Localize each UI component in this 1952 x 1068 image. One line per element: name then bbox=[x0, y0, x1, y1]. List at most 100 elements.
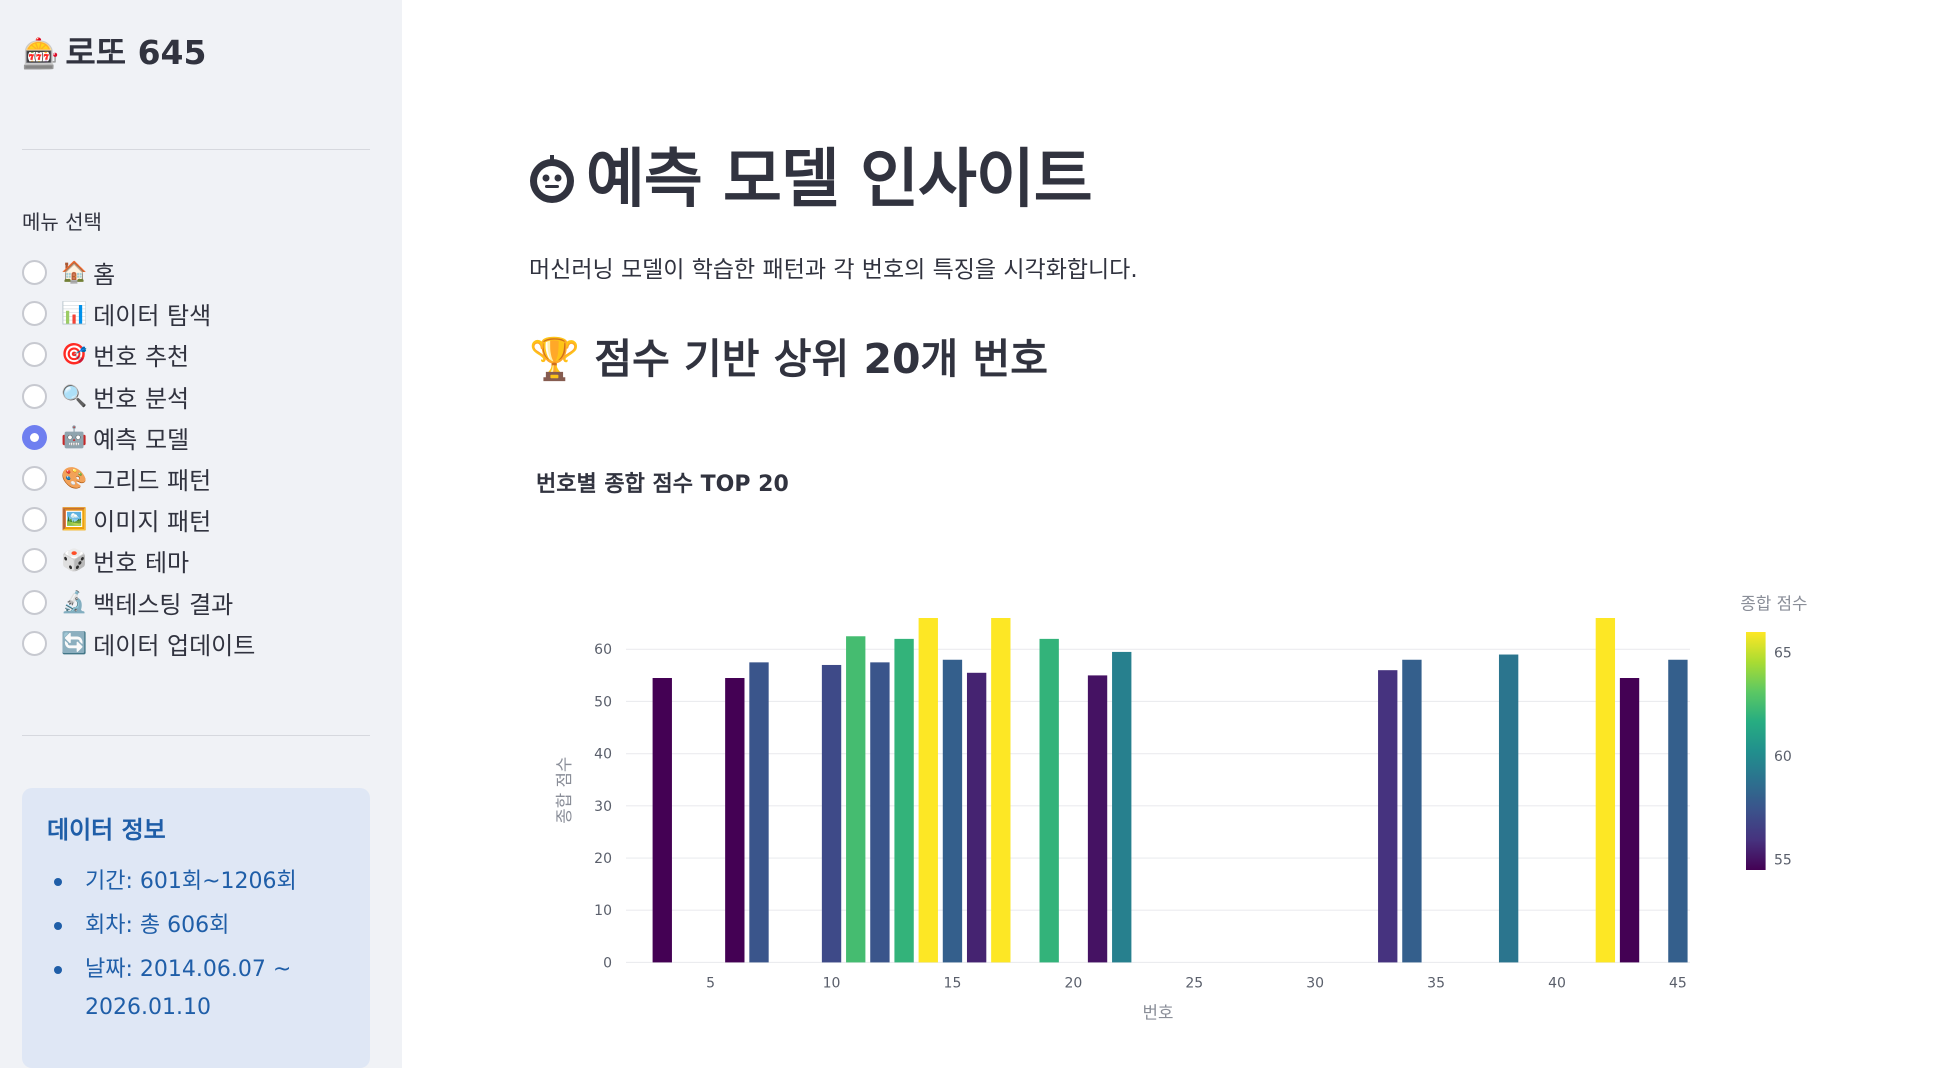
menu-item-icon: 🔄 bbox=[61, 630, 88, 655]
bar bbox=[991, 618, 1011, 963]
data-info-list: 기간: 601회~1206회 회차: 총 606회 날짜: 2014.06.07… bbox=[47, 863, 345, 1027]
menu-item-2[interactable]: 🎯 번호 추천 bbox=[22, 334, 255, 375]
section-title-text: 점수 기반 상위 20개 번호 bbox=[594, 335, 1048, 383]
y-tick-label: 30 bbox=[594, 799, 612, 815]
radio-button[interactable] bbox=[22, 630, 47, 656]
x-tick-label: 20 bbox=[1064, 976, 1082, 992]
radio-button[interactable] bbox=[22, 466, 47, 492]
radio-button[interactable] bbox=[22, 383, 47, 409]
menu-item-label: 번호 테마 bbox=[93, 549, 190, 578]
menu-item-3[interactable]: 🔍 번호 분석 bbox=[22, 376, 255, 417]
menu-item-6[interactable]: 🖼️ 이미지 패턴 bbox=[22, 499, 255, 540]
radio-button[interactable] bbox=[22, 424, 47, 450]
data-info-count: 회차: 총 606회 bbox=[47, 907, 345, 945]
menu-item-icon: 🏠 bbox=[61, 260, 88, 285]
chart-title: 번호별 종합 점수 TOP 20 bbox=[536, 472, 789, 497]
main-content: 예측 모델 인사이트 머신러닝 모델이 학습한 패턴과 각 번호의 특징을 시각… bbox=[402, 0, 1952, 1068]
menu-item-icon: 📊 bbox=[61, 301, 88, 326]
menu-item-1[interactable]: 📊 데이터 탐색 bbox=[22, 293, 255, 334]
y-axis-label: 종합 점수 bbox=[554, 757, 574, 824]
bar bbox=[1039, 638, 1059, 963]
bar bbox=[918, 618, 938, 963]
sidebar: 🎰 로또 645 메뉴 선택 🏠 홈 📊 데이터 탐색 🎯 번호 추천 🔍 번호 분석 🤖 예측 모… bbox=[0, 0, 402, 1068]
bar bbox=[1087, 675, 1108, 963]
bar bbox=[821, 664, 842, 963]
bar bbox=[1112, 651, 1132, 963]
bar bbox=[966, 672, 987, 963]
menu-item-icon: 🖼️ bbox=[61, 507, 88, 532]
menu-item-label: 예측 모델 bbox=[93, 425, 190, 454]
menu-item-9[interactable]: 🔄 데이터 업데이트 bbox=[22, 623, 255, 664]
y-tick-label: 0 bbox=[603, 955, 612, 971]
app-title: 🎰 로또 645 bbox=[22, 26, 206, 74]
page-subtitle: 머신러닝 모델이 학습한 패턴과 각 번호의 특징을 시각화합니다. bbox=[529, 257, 1138, 283]
x-axis-label: 번호 bbox=[1143, 1002, 1174, 1022]
bar bbox=[1402, 659, 1422, 963]
section-title: 🏆 점수 기반 상위 20개 번호 bbox=[529, 325, 1048, 385]
x-tick-label: 5 bbox=[706, 976, 715, 992]
colorbar-tick-label: 65 bbox=[1774, 646, 1792, 662]
menu-radio-group: 🏠 홈 📊 데이터 탐색 🎯 번호 추천 🔍 번호 분석 🤖 예측 모델 🎨 그리드 패턴 🖼️ 이미지 … bbox=[22, 252, 255, 664]
page-title-text: 예측 모델 인사이트 bbox=[586, 143, 1093, 217]
x-tick-label: 30 bbox=[1306, 976, 1324, 992]
trophy-icon: 🏆 bbox=[529, 335, 581, 383]
menu-item-label: 백테스팅 결과 bbox=[93, 590, 234, 619]
bar bbox=[1619, 678, 1640, 963]
menu-item-4[interactable]: 🤖 예측 모델 bbox=[22, 417, 255, 458]
menu-item-label: 데이터 탐색 bbox=[93, 302, 212, 331]
menu-item-icon: 🎨 bbox=[61, 466, 88, 491]
colorbar-title: 종합 점수 bbox=[1740, 594, 1807, 614]
bar bbox=[846, 636, 866, 963]
x-tick-label: 45 bbox=[1669, 976, 1687, 992]
sidebar-divider-bottom bbox=[22, 735, 370, 736]
slot-machine-icon: 🎰 bbox=[22, 37, 60, 72]
radio-button[interactable] bbox=[22, 260, 47, 286]
menu-item-label: 데이터 업데이트 bbox=[93, 631, 256, 660]
data-info-dates: 날짜: 2014.06.07 ~ 2026.01.10 bbox=[47, 951, 345, 1027]
y-tick-label: 20 bbox=[594, 851, 612, 867]
data-info-period: 기간: 601회~1206회 bbox=[47, 863, 345, 901]
data-info-title: 데이터 정보 bbox=[47, 816, 166, 844]
menu-item-7[interactable]: 🎲 번호 테마 bbox=[22, 540, 255, 581]
x-tick-label: 40 bbox=[1548, 976, 1566, 992]
menu-item-icon: 🤖 bbox=[61, 424, 88, 449]
menu-item-icon: 🔍 bbox=[61, 383, 88, 408]
bar bbox=[652, 678, 672, 963]
x-tick-label: 15 bbox=[944, 976, 962, 992]
y-tick-label: 40 bbox=[594, 747, 612, 763]
bar bbox=[1595, 618, 1616, 963]
x-tick-label: 35 bbox=[1427, 976, 1445, 992]
y-tick-label: 60 bbox=[594, 642, 612, 658]
app-title-text: 로또 645 bbox=[65, 33, 207, 72]
menu-item-5[interactable]: 🎨 그리드 패턴 bbox=[22, 458, 255, 499]
bar bbox=[1498, 654, 1519, 963]
colorbar-tick-label: 55 bbox=[1774, 853, 1792, 869]
bar bbox=[1668, 659, 1688, 963]
radio-button[interactable] bbox=[22, 589, 47, 615]
menu-item-label: 홈 bbox=[93, 261, 116, 290]
radio-button[interactable] bbox=[22, 342, 47, 368]
menu-item-8[interactable]: 🔬 백테스팅 결과 bbox=[22, 582, 255, 623]
radio-button[interactable] bbox=[22, 301, 47, 327]
bar bbox=[749, 662, 769, 963]
menu-label: 메뉴 선택 bbox=[22, 210, 102, 234]
y-tick-label: 10 bbox=[594, 903, 612, 919]
bar bbox=[894, 638, 914, 963]
bar bbox=[725, 678, 745, 963]
radio-button[interactable] bbox=[22, 507, 47, 533]
y-tick-label: 50 bbox=[594, 694, 612, 710]
x-tick-label: 10 bbox=[823, 976, 841, 992]
bar bbox=[942, 659, 963, 963]
menu-item-0[interactable]: 🏠 홈 bbox=[22, 252, 255, 293]
menu-item-icon: 🎯 bbox=[61, 342, 88, 367]
menu-item-label: 그리드 패턴 bbox=[93, 467, 212, 496]
colorbar-tick-label: 60 bbox=[1774, 749, 1792, 765]
menu-item-icon: 🔬 bbox=[61, 589, 88, 614]
menu-item-label: 번호 추천 bbox=[93, 343, 190, 372]
bar bbox=[870, 662, 890, 963]
menu-item-icon: 🎲 bbox=[61, 548, 88, 573]
sidebar-divider-top bbox=[22, 149, 370, 150]
radio-button[interactable] bbox=[22, 548, 47, 574]
page-title: 예측 모델 인사이트 bbox=[526, 128, 1093, 220]
